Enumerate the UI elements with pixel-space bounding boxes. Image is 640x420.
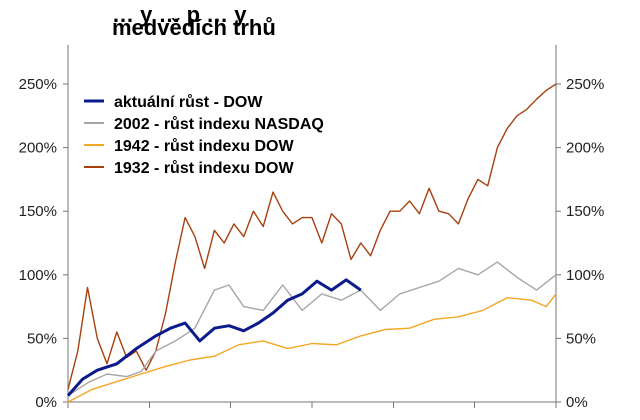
series-line-3 [67,83,557,390]
legend-label-1: 2002 - růst indexu NASDAQ [114,116,324,133]
left-tick-label: 50% [27,330,57,347]
right-tick-label: 150% [566,203,604,220]
chart-title-line2: medvědích trhů [112,15,276,40]
series-line-2 [67,293,557,403]
chart-title: … y … p … y medvědích trhů [112,2,276,40]
left-tick-label: 250% [19,76,57,93]
series-line-0 [66,278,362,397]
right-tick-label: 250% [566,76,604,93]
left-y-axis: 0% 50% 100% 150% 200% 250% [19,45,69,411]
left-tick-label: 0% [35,394,57,411]
legend-label-2: 1942 - růst indexu DOW [114,138,294,155]
left-tick-label: 100% [19,267,57,284]
right-tick-label: 50% [566,330,596,347]
left-tick-label: 200% [19,140,57,157]
right-tick-label: 100% [566,267,604,284]
right-y-axis: 0% 50% 100% 150% 200% 250% [555,45,604,411]
series-line-1 [67,261,557,397]
chart-title-line1: … y … p … y [112,2,247,27]
legend-label-0: aktuální růst - DOW [114,94,263,111]
legend: aktuální růst - DOW 2002 - růst indexu NA… [84,94,324,177]
right-tick-label: 200% [566,140,604,157]
right-tick-label: 0% [566,394,588,411]
left-tick-label: 150% [19,203,57,220]
x-axis [67,401,557,408]
series-lines [66,83,557,403]
legend-label-3: 1932 - růst indexu DOW [114,160,294,177]
